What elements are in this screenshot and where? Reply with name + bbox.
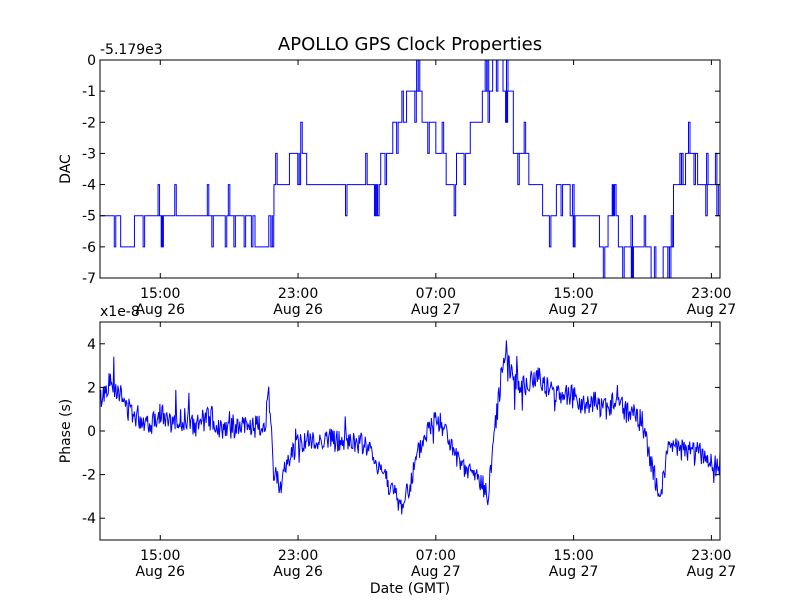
phase-ytick-label: 2 [87, 380, 96, 396]
dac-xtick-time: 23:00 [278, 286, 318, 302]
dac-xtick-date: Aug 27 [687, 302, 737, 318]
dac-xtick-date: Aug 27 [549, 302, 599, 318]
dac-ytick-label: -2 [82, 115, 96, 131]
phase-xtick-time: 07:00 [416, 548, 456, 564]
dac-xtick-date: Aug 26 [135, 302, 185, 318]
dac-xtick-time: 07:00 [416, 286, 456, 302]
dac-xtick-time: 23:00 [691, 286, 731, 302]
dac-xtick-time: 15:00 [553, 286, 593, 302]
phase-xtick-date: Aug 26 [135, 564, 185, 580]
phase-xtick-time: 23:00 [278, 548, 318, 564]
phase-xtick-date: Aug 27 [549, 564, 599, 580]
dac-series-line [100, 60, 720, 278]
phase-xtick-date: Aug 26 [273, 564, 323, 580]
dac-ytick-label: -4 [82, 178, 96, 194]
chart-title: APOLLO GPS Clock Properties [278, 34, 542, 55]
phase-offset-label: x1e-8 [100, 304, 140, 320]
phase-ytick-label: -4 [82, 511, 96, 527]
phase-xtick-date: Aug 27 [687, 564, 737, 580]
dac-xtick-time: 15:00 [140, 286, 180, 302]
dac-offset-label: -5.179e3 [100, 42, 163, 58]
phase-xtick-time: 15:00 [140, 548, 180, 564]
dac-ytick-label: 0 [87, 53, 96, 69]
dac-ytick-label: -6 [82, 240, 96, 256]
phase-ytick-label: -2 [82, 468, 96, 484]
phase-xtick-time: 23:00 [691, 548, 731, 564]
dac-axes-frame [99, 59, 721, 279]
dac-ytick-label: -1 [82, 84, 96, 100]
dac-xtick-date: Aug 27 [411, 302, 461, 318]
phase-series-line [100, 340, 720, 515]
dac-ytick-label: -5 [82, 209, 96, 225]
dac-xtick-date: Aug 26 [273, 302, 323, 318]
dac-ytick-label: -7 [82, 271, 96, 287]
phase-xlabel: Date (GMT) [370, 581, 450, 597]
dac-ytick-label: -3 [82, 146, 96, 162]
phase-ytick-label: 4 [87, 337, 96, 353]
phase-ytick-label: 0 [87, 424, 96, 440]
phase-xtick-date: Aug 27 [411, 564, 461, 580]
dac-ylabel: DAC [58, 154, 74, 184]
phase-xtick-time: 15:00 [553, 548, 593, 564]
phase-ylabel: Phase (s) [58, 399, 74, 463]
